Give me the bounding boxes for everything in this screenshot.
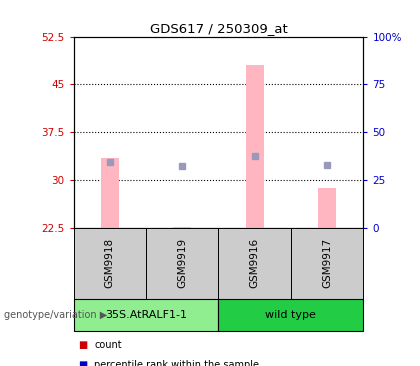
Bar bbox=[218, 299, 363, 331]
Title: GDS617 / 250309_at: GDS617 / 250309_at bbox=[150, 22, 287, 36]
Text: 35S.AtRALF1-1: 35S.AtRALF1-1 bbox=[105, 310, 187, 320]
Text: count: count bbox=[94, 340, 122, 350]
Bar bbox=[101, 158, 119, 228]
Text: percentile rank within the sample: percentile rank within the sample bbox=[94, 360, 260, 366]
Bar bbox=[318, 187, 336, 228]
Bar bbox=[246, 65, 264, 228]
Text: GSM9916: GSM9916 bbox=[249, 238, 260, 288]
Bar bbox=[218, 228, 291, 299]
Bar bbox=[74, 299, 218, 331]
Bar bbox=[173, 227, 191, 228]
Bar bbox=[291, 228, 363, 299]
Bar bbox=[74, 228, 146, 299]
Text: GSM9918: GSM9918 bbox=[105, 238, 115, 288]
Text: GSM9919: GSM9919 bbox=[177, 238, 187, 288]
Text: GSM9917: GSM9917 bbox=[322, 238, 332, 288]
Text: wild type: wild type bbox=[265, 310, 316, 320]
Text: genotype/variation ▶: genotype/variation ▶ bbox=[4, 310, 108, 320]
Bar bbox=[146, 228, 218, 299]
Text: ■: ■ bbox=[78, 360, 87, 366]
Text: ■: ■ bbox=[78, 340, 87, 350]
